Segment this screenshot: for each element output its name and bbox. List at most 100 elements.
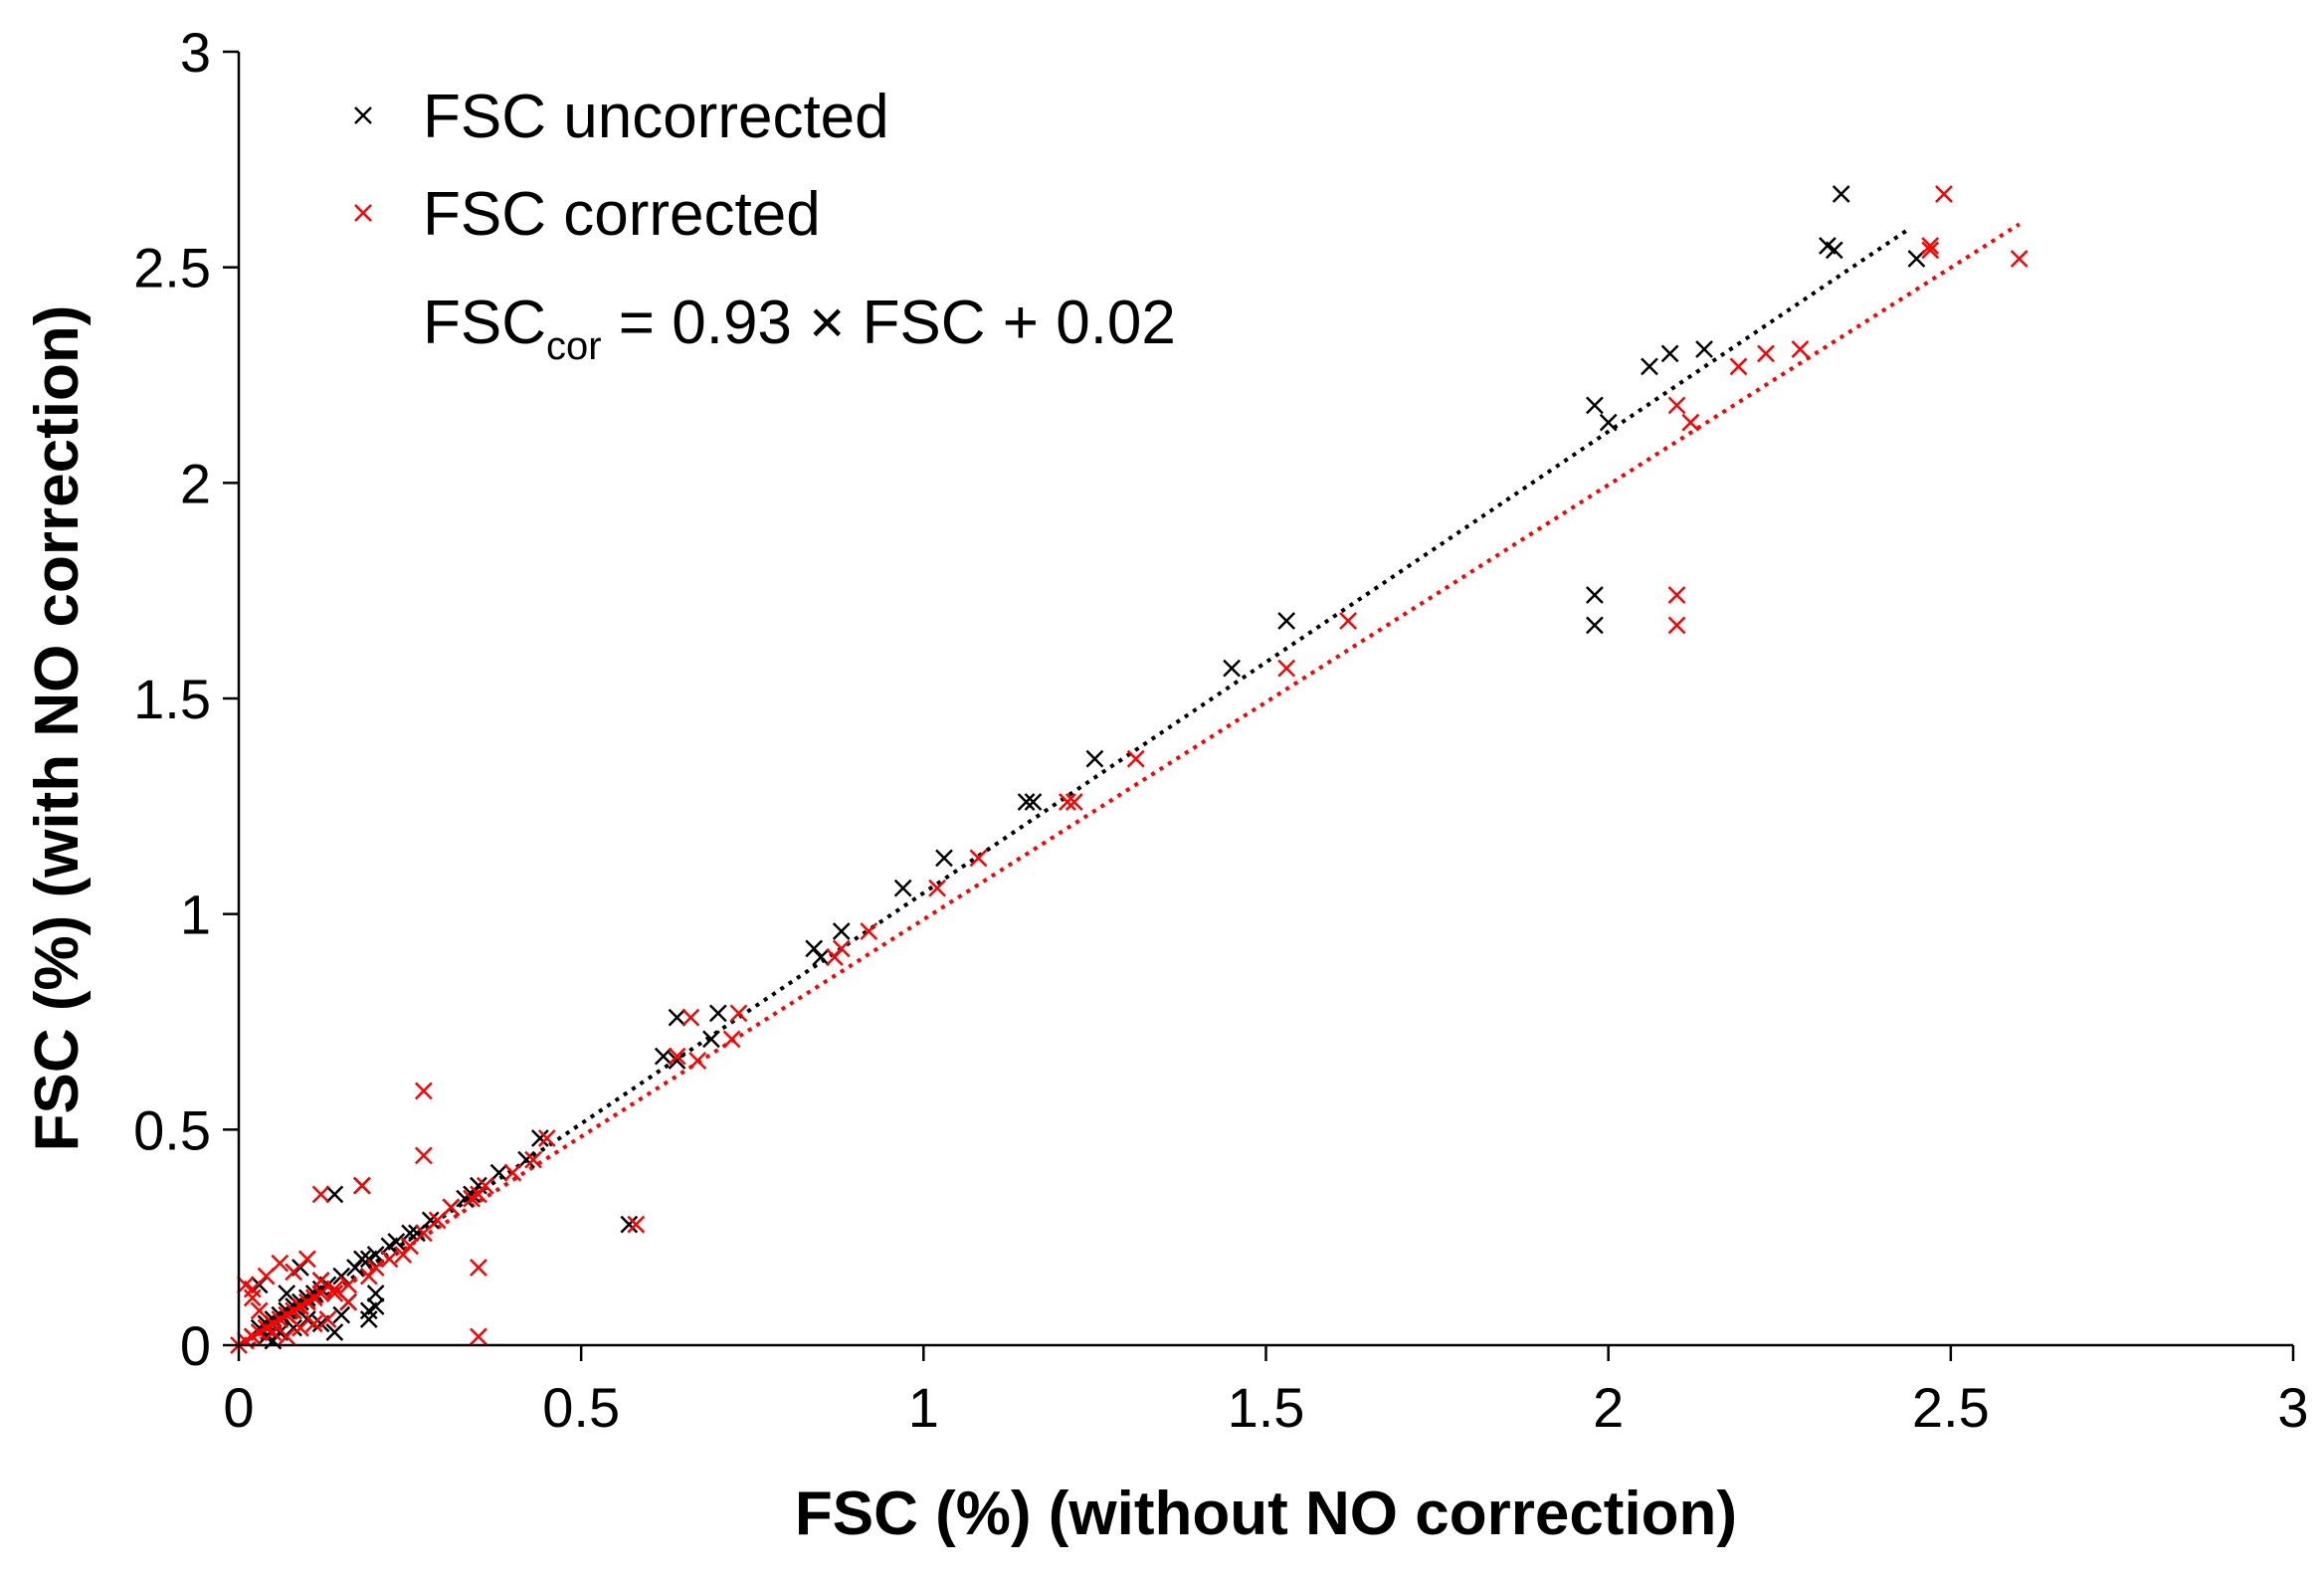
data-point-uncorrected [366,1284,385,1302]
data-point-uncorrected [353,1250,371,1269]
legend-marker-uncorrected [354,106,372,124]
x-tick-label: 0.5 [542,1376,620,1439]
data-point-corrected [257,1267,276,1285]
data-point-corrected [1065,793,1083,811]
data-point-corrected [318,1310,337,1328]
data-point-corrected [285,1263,302,1282]
x-tick-label: 2.5 [1912,1376,1990,1439]
data-point-corrected [1667,396,1686,415]
data-point-corrected [503,1163,522,1182]
data-point-uncorrected [1024,793,1043,811]
data-point-corrected [1921,237,1940,255]
trendline-uncorrected [251,227,1911,1347]
data-point-corrected [339,1276,358,1294]
data-point-corrected [1729,357,1748,376]
x-tick-label: 0 [223,1376,254,1439]
data-point-corrected [463,1189,481,1208]
axes-layer: 0 0.5 1 1.5 2 2.5 3 0 0.5 1 1.5 2 2.5 3 FSC (%) (witho… [23,21,2309,1548]
data-point-uncorrected [1825,241,1843,260]
data-point-corrected [722,1030,741,1049]
data-point-uncorrected [1695,340,1713,358]
data-point-uncorrected [325,1185,344,1204]
data-point-uncorrected [935,849,953,868]
legend-label-corrected: FSC corrected [423,180,821,249]
data-point-corrected [278,1327,296,1346]
data-point-corrected [1935,185,1953,203]
data-point-uncorrected [1586,616,1604,635]
data-point-uncorrected [408,1224,426,1243]
data-point-uncorrected [401,1224,419,1243]
data-point-corrected [1339,612,1357,630]
data-point-corrected [2010,250,2029,268]
data-point-uncorrected [456,1189,475,1208]
data-point-corrected [1791,340,1810,358]
data-point-corrected [1058,793,1076,811]
data-point-corrected [832,939,851,958]
data-point-corrected [627,1215,646,1234]
data-point-uncorrected [893,879,912,897]
legend-marker-corrected [354,204,372,222]
data-point-corrected [470,1259,487,1277]
data-point-corrected [860,922,878,940]
data-point-corrected [681,1008,700,1027]
y-tick-label: 1.5 [133,668,211,730]
data-point-uncorrected [1277,612,1296,630]
data-point-uncorrected [332,1267,351,1285]
data-point-uncorrected [470,1176,487,1195]
data-point-corrected [414,1146,433,1165]
data-point-corrected [1667,616,1686,635]
data-point-corrected [304,1314,323,1333]
data-point-corrected [359,1267,378,1285]
data-point-uncorrected [654,1047,673,1066]
data-point-corrected [537,1129,556,1147]
data-point-corrected [325,1280,344,1298]
data-point-uncorrected [530,1129,549,1147]
data-point-uncorrected [359,1301,378,1320]
data-point-corrected [414,1224,433,1243]
data-point-corrected [366,1259,385,1277]
data-point-corrected [414,1082,433,1100]
data-point-uncorrected [1017,793,1036,811]
marker-layer [230,185,2029,1354]
data-point-uncorrected [359,1250,378,1269]
y-axis-title: FSC (%) (with NO correction) [23,305,92,1152]
equation-main: FSC [423,289,546,357]
data-point-uncorrected [1586,586,1604,604]
data-point-uncorrected [708,1004,727,1023]
data-point-uncorrected [325,1323,344,1341]
regression-equation: FSCcor = 0.93 × FSC + 0.02 [423,289,1176,368]
y-tick-label: 1 [180,884,211,946]
data-point-corrected [353,1176,371,1195]
data-point-corrected [339,1292,358,1311]
data-point-uncorrected [1641,357,1658,376]
x-axis-title: FSC (%) (without NO correction) [795,1480,1737,1548]
data-point-uncorrected [1599,413,1618,432]
data-point-corrected [969,849,988,868]
data-point-corrected [1277,659,1296,678]
x-tick-label: 3 [2277,1376,2308,1439]
equation-rest: = 0.93 × FSC + 0.02 [602,289,1176,357]
data-point-uncorrected [380,1237,399,1256]
trendline-corrected [251,222,2021,1347]
data-point-uncorrected [1660,344,1679,363]
data-point-corrected [380,1250,399,1269]
y-tick-label: 2 [180,452,211,514]
data-point-uncorrected [1085,749,1104,768]
data-point-uncorrected [359,1310,378,1328]
data-point-corrected [243,1288,262,1307]
legend-label-uncorrected: FSC uncorrected [423,83,889,151]
data-point-uncorrected [1223,659,1241,678]
data-point-corrected [401,1237,419,1256]
data-point-uncorrected [805,939,824,958]
data-point-corrected [264,1323,283,1341]
data-point-corrected [668,1047,686,1066]
data-point-corrected [250,1301,269,1320]
data-point-uncorrected [702,1030,720,1049]
data-point-corrected [325,1284,344,1302]
equation-subscript: cor [546,324,602,368]
data-point-uncorrected [668,1008,686,1027]
data-point-corrected [524,1150,542,1169]
data-point-uncorrected [1832,185,1850,203]
data-point-uncorrected [668,1052,686,1070]
